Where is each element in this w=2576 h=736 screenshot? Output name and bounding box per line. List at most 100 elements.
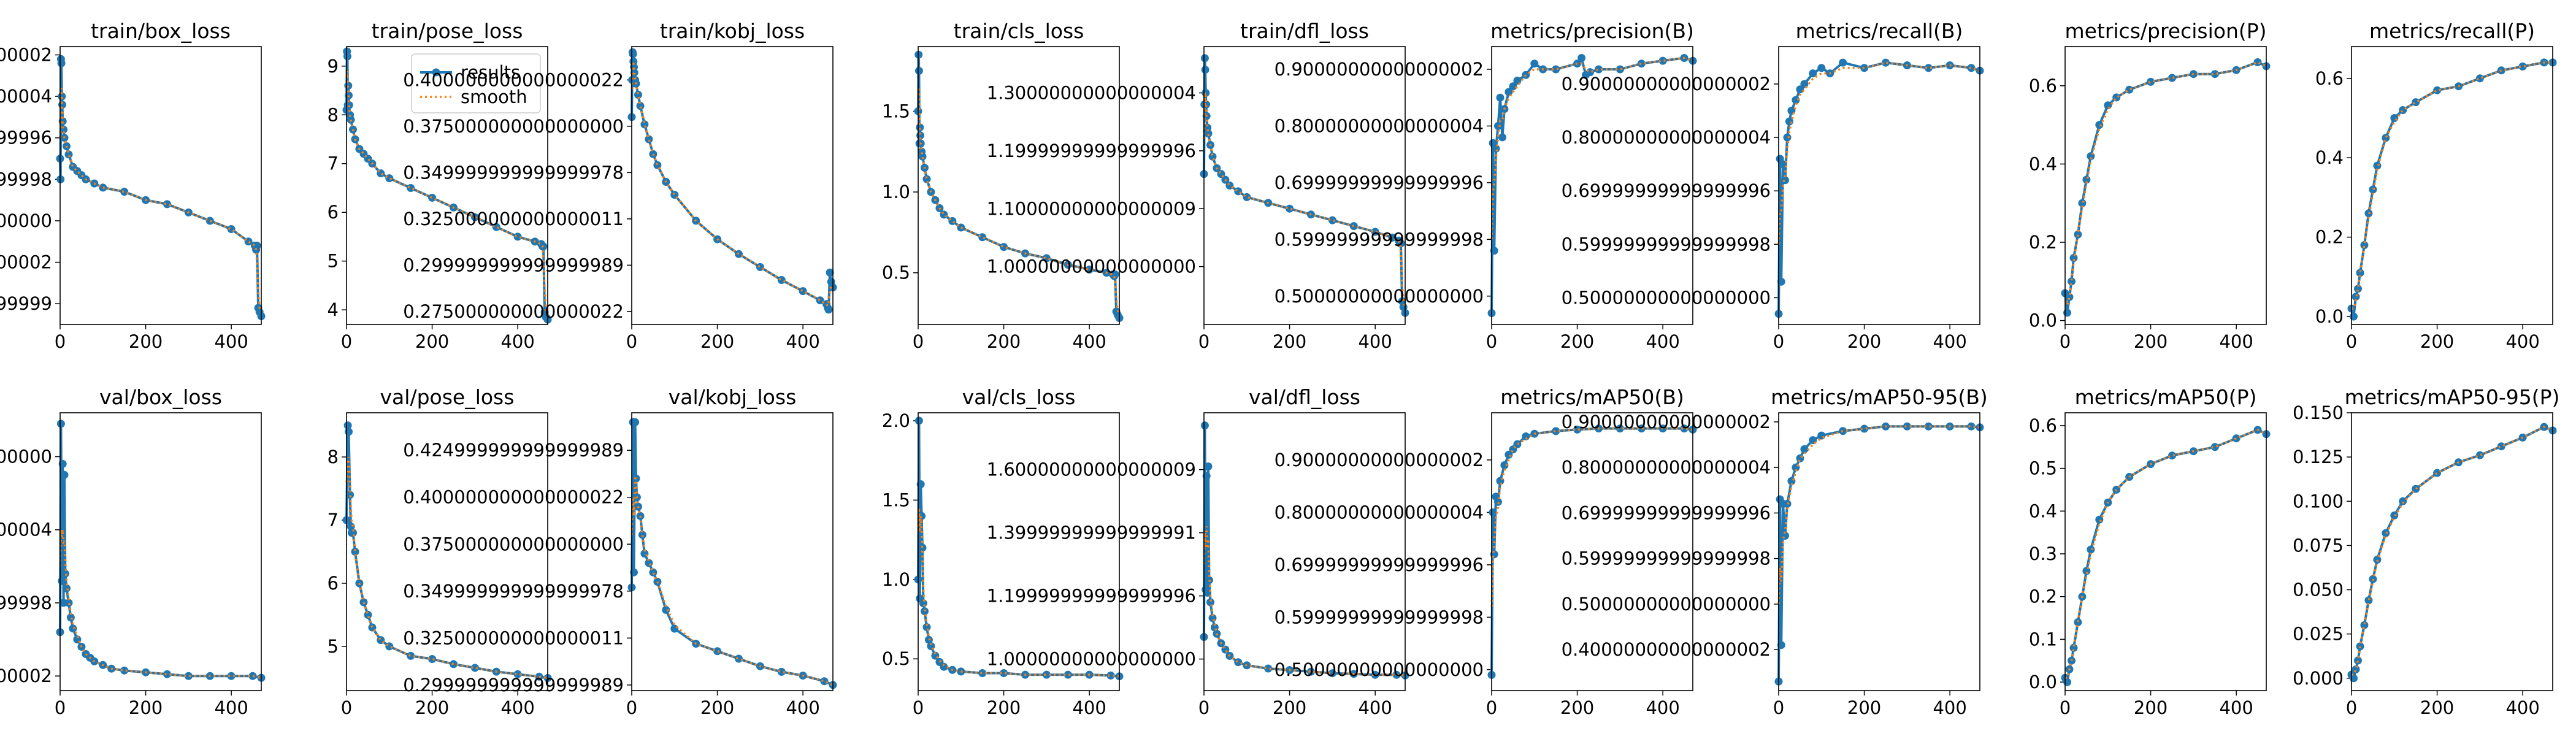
data-point-results bbox=[2063, 309, 2071, 317]
x-tick-label: 200 bbox=[700, 331, 734, 352]
data-point-results bbox=[2232, 434, 2241, 443]
x-tick-label: 200 bbox=[700, 697, 734, 718]
y-tick-label: 0.50000000000000000 bbox=[1275, 659, 1484, 680]
data-point-results bbox=[916, 480, 925, 488]
data-point-results bbox=[777, 276, 786, 284]
data-point-results bbox=[1505, 88, 1513, 96]
data-point-results bbox=[1924, 64, 1933, 72]
data-point-results bbox=[649, 568, 657, 577]
subplot-val-dfl-loss: val/dfl_loss 1.00000000000000000 1.1999999… bbox=[987, 385, 1409, 718]
subplot-title: metrics/precision(B) bbox=[1490, 19, 1694, 43]
data-point-results bbox=[1064, 670, 1072, 679]
series-line-results bbox=[1777, 425, 1980, 682]
subplot-title: train/pose_loss bbox=[372, 19, 523, 43]
data-point-results bbox=[345, 91, 353, 99]
x-tick-label: 200 bbox=[2420, 331, 2454, 352]
axes-frame bbox=[631, 412, 834, 691]
y-tick-label: 8 bbox=[328, 104, 339, 125]
y-tick-label: 1.39999999999999991 bbox=[987, 523, 1196, 543]
subplot-val-kobj-loss: val/kobj_loss 0.299999999999999989 0.32500… bbox=[403, 385, 837, 718]
data-point-results bbox=[1328, 216, 1336, 224]
data-point-results bbox=[1796, 85, 1804, 94]
y-tick-label: 7 bbox=[328, 153, 339, 174]
y-tick-label: 1.00000000000000000 bbox=[0, 447, 52, 467]
data-point-results bbox=[1809, 69, 1817, 78]
y-tick-label: 0.90000000000000002 bbox=[1562, 74, 1771, 94]
series-line-smooth bbox=[345, 456, 548, 680]
y-tick-label: 0.59999999999999998 bbox=[0, 169, 52, 190]
y-tick-label: 0.4 bbox=[2315, 147, 2344, 168]
y-tick-label: 0.69999999999999996 bbox=[1275, 554, 1484, 575]
data-point-results bbox=[2104, 101, 2112, 110]
data-point-results bbox=[2475, 74, 2484, 83]
x-tick-label: 0 bbox=[2346, 331, 2357, 352]
data-point-results bbox=[359, 598, 368, 607]
subplot-train-box-loss: train/box_loss 0.29999999999999999 0.40000… bbox=[0, 19, 266, 352]
y-tick-label: 0.2 bbox=[2029, 232, 2057, 253]
data-point-results bbox=[1000, 669, 1008, 677]
data-point-results bbox=[60, 470, 69, 479]
y-tick-label: 0.69999999999999996 bbox=[1275, 172, 1484, 193]
x-tick-label: 400 bbox=[1646, 697, 1679, 718]
data-point-results bbox=[2068, 277, 2076, 286]
x-tick-label: 200 bbox=[2420, 697, 2454, 718]
y-tick-label: 0.90000000000000002 bbox=[0, 45, 52, 66]
data-point-results bbox=[1777, 641, 1785, 650]
y-tick-label: 5 bbox=[328, 636, 339, 657]
data-point-results bbox=[922, 623, 931, 631]
subplot-title: val/cls_loss bbox=[962, 385, 1076, 409]
data-point-results bbox=[2360, 241, 2369, 250]
y-tick-label: 0.59999999999999998 bbox=[1562, 548, 1771, 569]
y-tick-label: 1.19999999999999996 bbox=[987, 140, 1196, 161]
series-line-smooth bbox=[1490, 427, 1693, 607]
data-point-results bbox=[2352, 293, 2360, 301]
data-point-results bbox=[1595, 65, 1603, 74]
data-point-results bbox=[64, 599, 73, 607]
x-tick-label: 400 bbox=[2505, 331, 2539, 352]
data-point-results bbox=[2475, 451, 2484, 459]
y-tick-label: 0.80000000000000004 bbox=[1275, 115, 1484, 136]
y-tick-label: 1.5 bbox=[882, 101, 910, 121]
axes-frame bbox=[1203, 46, 1406, 325]
data-point-results bbox=[629, 50, 637, 58]
data-point-results bbox=[1328, 669, 1336, 678]
data-point-results bbox=[2074, 230, 2082, 239]
series-line-smooth bbox=[59, 88, 263, 313]
data-point-results bbox=[914, 67, 923, 75]
data-point-results bbox=[922, 175, 931, 183]
data-point-results bbox=[63, 584, 71, 592]
x-tick-label: 0 bbox=[626, 331, 637, 352]
data-point-results bbox=[2210, 70, 2219, 79]
data-point-results bbox=[638, 531, 646, 539]
data-point-results bbox=[630, 68, 638, 77]
data-point-results bbox=[1817, 64, 1826, 72]
data-point-results bbox=[385, 642, 394, 651]
y-tick-label: 1.5 bbox=[882, 489, 910, 510]
data-point-results bbox=[940, 210, 948, 219]
series-line-results bbox=[2064, 61, 2267, 314]
data-point-results bbox=[1500, 461, 1509, 469]
axes-frame bbox=[1778, 46, 1980, 325]
data-point-results bbox=[2382, 134, 2390, 142]
y-tick-label: 0.0 bbox=[2029, 310, 2057, 331]
y-tick-label: 0.5 bbox=[882, 648, 910, 669]
y-tick-label: 1.10000000000000009 bbox=[987, 198, 1196, 219]
subplot-title: train/box_loss bbox=[91, 19, 231, 43]
x-tick-label: 400 bbox=[1933, 697, 1966, 718]
data-point-results bbox=[634, 91, 642, 99]
y-tick-label: 0.50000000000000000 bbox=[1275, 286, 1484, 307]
x-tick-label: 0 bbox=[2060, 697, 2071, 718]
data-point-results bbox=[1202, 472, 1211, 480]
x-tick-label: 0 bbox=[341, 697, 352, 718]
data-point-results bbox=[940, 662, 948, 671]
data-point-results bbox=[1513, 440, 1522, 448]
series-line-smooth bbox=[917, 86, 1121, 315]
data-point-results bbox=[1203, 123, 1212, 132]
series-line-smooth bbox=[631, 477, 834, 686]
series-line-results bbox=[59, 58, 263, 317]
subplot-title: val/kobj_loss bbox=[669, 385, 797, 409]
data-point-results bbox=[1616, 65, 1624, 74]
y-tick-label: 0.4 bbox=[2029, 153, 2057, 174]
y-tick-label: 0.299999999999999989 bbox=[403, 675, 624, 696]
